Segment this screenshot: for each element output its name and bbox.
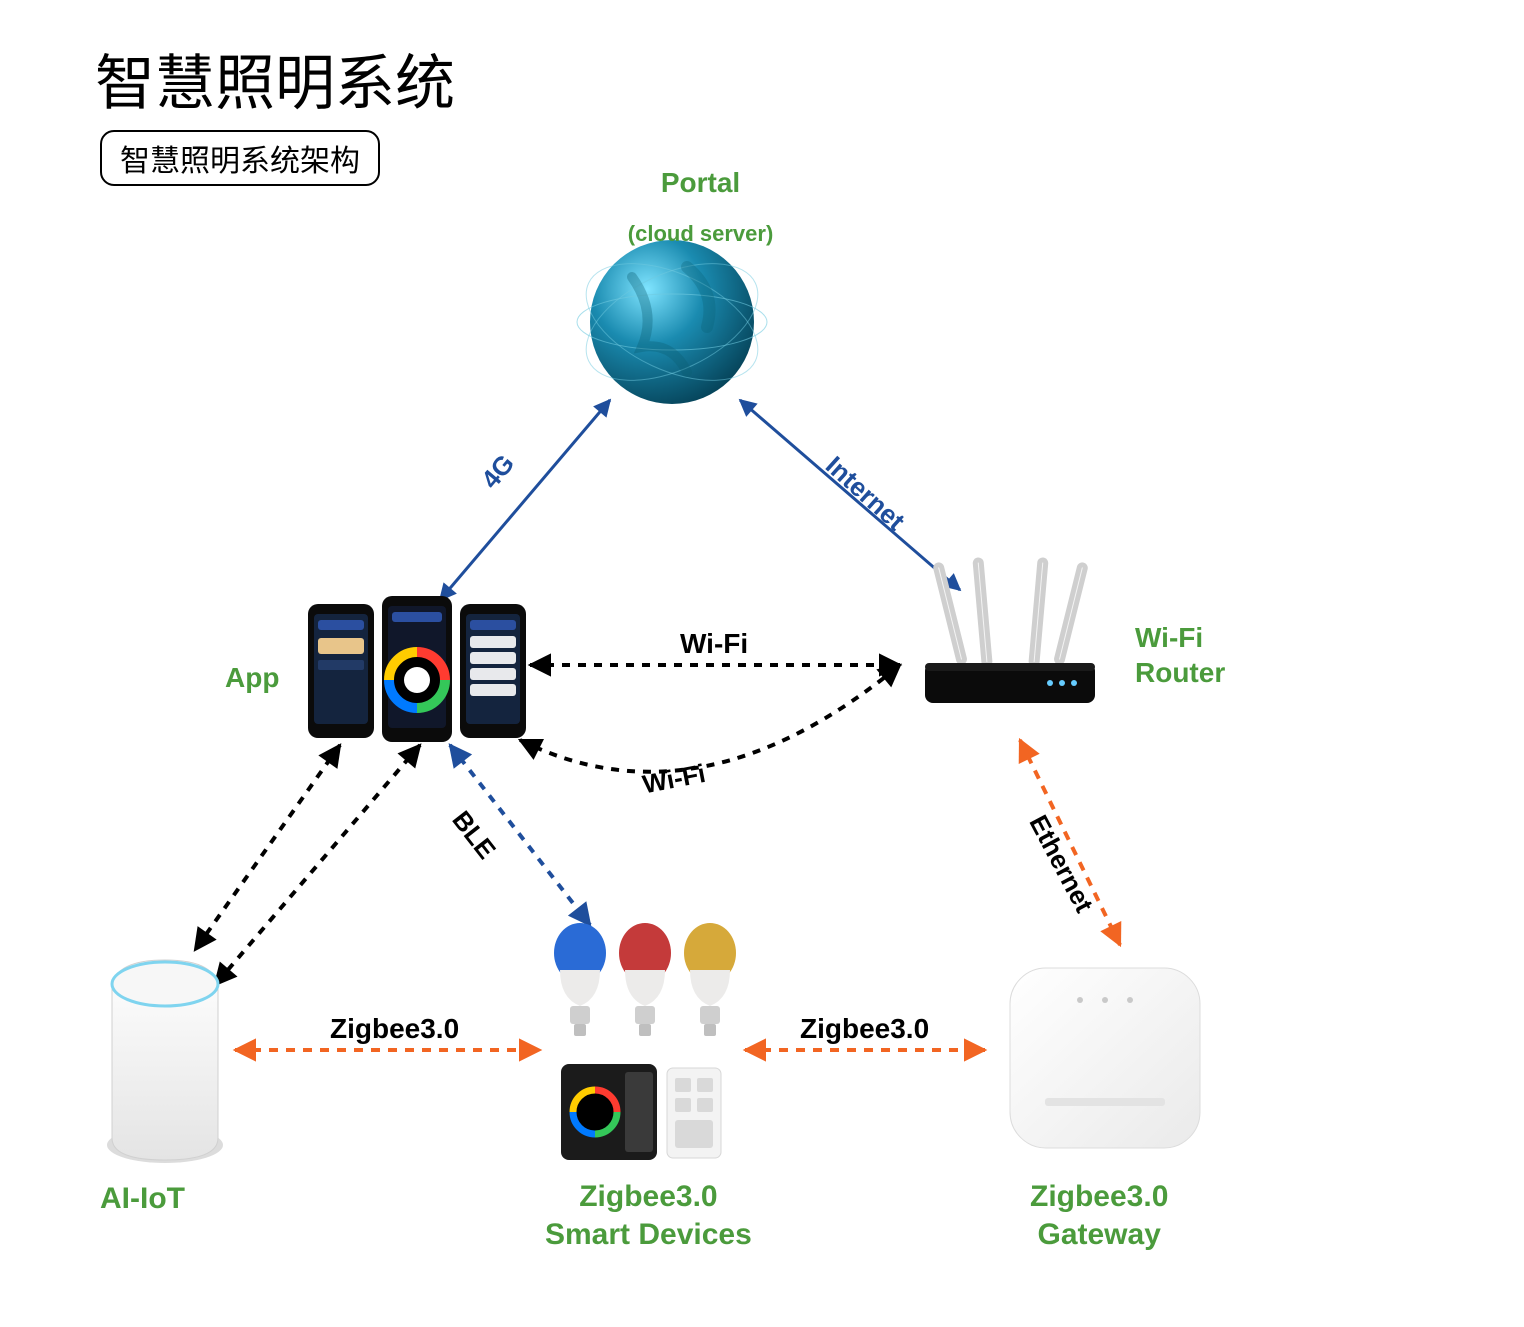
router-label: Wi-Fi Router — [1135, 620, 1225, 690]
panel-icon — [555, 1058, 735, 1168]
edge-label-app-router: Wi-Fi — [680, 628, 748, 660]
diagram-stage: 智慧照明系统 智慧照明系统架构 — [0, 0, 1524, 1327]
gateway-icon — [990, 948, 1220, 1168]
edge-app-aiiot — [195, 745, 340, 950]
edge-portal-app — [440, 400, 610, 600]
phone-icon — [300, 590, 530, 750]
portal-label: Portal (cloud server) — [610, 145, 773, 268]
edge-label-aiiot-devices: Zigbee3.0 — [330, 1013, 459, 1045]
edge-label-devices-gateway: Zigbee3.0 — [800, 1013, 929, 1045]
gateway-label: Zigbee3.0 Gateway — [1030, 1178, 1168, 1253]
edge-app-aiiot2 — [215, 745, 420, 985]
bulbs-icon — [540, 918, 750, 1048]
speaker-icon — [90, 950, 240, 1170]
aiiot-label: AI-IoT — [100, 1180, 185, 1218]
app-label: App — [225, 660, 279, 695]
devices-label: Zigbee3.0 Smart Devices — [545, 1178, 752, 1253]
edge-app-devices-wifi — [520, 665, 900, 772]
router-icon — [900, 555, 1120, 745]
